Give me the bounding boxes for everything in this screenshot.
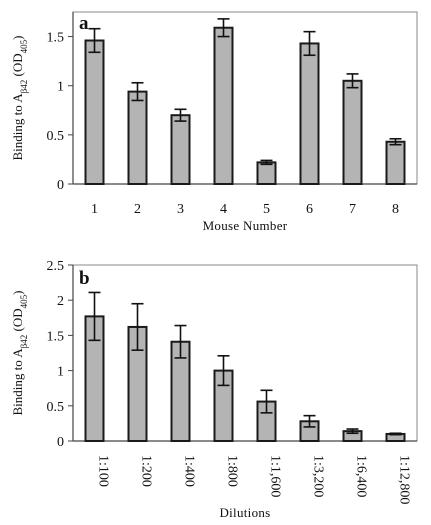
x-tick-label: 8	[392, 202, 399, 217]
x-tick-label: 3	[177, 202, 184, 217]
y-tick-label: 1	[57, 365, 64, 380]
y-axis-title-subscript: β42	[19, 80, 29, 94]
y-axis-title-part: (OD	[10, 53, 25, 79]
y-axis-title: Binding to Aβ42 (OD405)	[10, 291, 29, 416]
y-axis-title-subscript: 405	[19, 39, 29, 53]
y-tick-label: 0.5	[47, 400, 65, 415]
y-axis-title-part: )	[10, 291, 25, 295]
x-axis-title: Dilutions	[219, 505, 270, 520]
x-tick-label: 1:3,200	[311, 455, 326, 497]
plot-frame	[72, 11, 418, 185]
x-axis-title: Mouse Number	[203, 218, 288, 233]
bar-6	[299, 42, 320, 185]
y-axis-title-part: )	[10, 36, 25, 40]
bar-3	[170, 114, 191, 185]
x-tick-label: 1:6,400	[354, 455, 369, 497]
x-tick-label: 2	[134, 202, 141, 217]
y-axis-title-part: Binding to A	[10, 348, 25, 416]
x-tick-label: 6	[306, 202, 313, 217]
chart-panel-a: 0 0.5 1 1.5 1 2 3 4 5 6 7 8 a Mouse Number Binding to …	[10, 11, 418, 233]
x-tick-label: 4	[220, 202, 227, 217]
chart-panel-b: 0 0.5 1 1.5 2 2.5 1:100 1:200 1:400 1:800 1:1,600 1…	[10, 259, 418, 520]
y-axis-title: Binding to Aβ42 (OD405)	[10, 36, 29, 161]
x-tick-label: 1:1,600	[268, 455, 283, 497]
x-tick-label: 1:100	[96, 455, 111, 487]
y-axis-title-part: (OD	[10, 308, 25, 334]
bar-2	[127, 90, 148, 185]
plot-frame	[72, 264, 418, 442]
bar-7	[342, 79, 363, 185]
x-tick-label: 1:400	[182, 455, 197, 487]
x-tick-label: 1:12,800	[397, 455, 412, 504]
y-axis-title-subscript: 405	[19, 294, 29, 308]
x-tick-label: 5	[263, 202, 270, 217]
y-tick-label: 2	[57, 294, 64, 309]
y-axis-title-subscript: β42	[19, 335, 29, 349]
x-tick-label: 1	[91, 202, 98, 217]
x-tick-label: 1:800	[225, 455, 240, 487]
x-tick-label: 1:200	[139, 455, 154, 487]
y-axis-title-part: Binding to A	[10, 93, 25, 161]
y-tick-label: 0.5	[47, 129, 65, 144]
y-tick-label: 0	[57, 435, 64, 450]
bar-4	[213, 26, 234, 186]
bar-5	[256, 161, 277, 185]
panel-letter: a	[79, 13, 89, 34]
y-tick-label: 1.5	[47, 31, 65, 46]
x-tick-label: 7	[349, 202, 356, 217]
bar-1	[84, 39, 105, 186]
panel-letter: b	[79, 268, 90, 289]
y-tick-label: 0	[57, 178, 64, 193]
bar-8	[385, 140, 406, 185]
y-tick-label: 1	[57, 80, 64, 95]
y-tick-label: 1.5	[47, 329, 65, 344]
y-tick-label: 2.5	[47, 259, 65, 274]
